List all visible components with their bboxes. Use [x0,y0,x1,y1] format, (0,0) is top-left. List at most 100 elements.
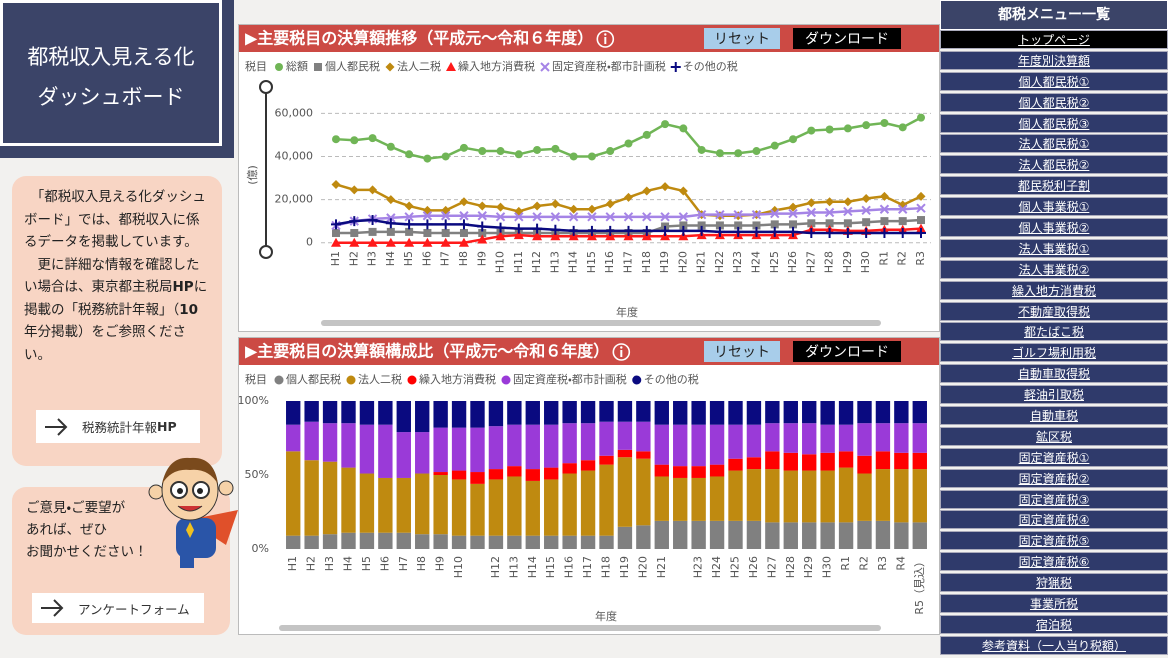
menu-item[interactable]: 都民税利子割 [940,176,1168,196]
bar-segment [470,401,485,428]
bar-segment [470,427,485,473]
point [459,211,469,221]
bar-segment [580,535,596,549]
menu-item[interactable]: 固定資産税⑤ [940,531,1168,551]
menu-item[interactable]: 法人事業税② [940,259,1168,279]
x-tick-label: H29 [841,251,854,273]
slider-handle[interactable] [259,245,273,259]
bar-segment [544,401,559,425]
point [825,219,834,228]
scrollbar[interactable] [279,625,881,631]
point [331,179,341,189]
menu-item[interactable]: 繰入地方消費税 [940,280,1168,300]
download-button[interactable] [793,341,901,362]
x-tick-label: R2 [896,251,909,266]
chart-title: ▶主要税目の決算額推移（平成元～令和６年度） [245,29,593,48]
point [422,237,433,247]
point [477,201,487,211]
x-tick-label: H2 [347,251,360,266]
point [422,211,433,221]
bar-segment [396,432,411,478]
reset-button[interactable] [704,28,780,49]
point [842,227,853,238]
menu-item[interactable]: 事業所税 [940,594,1168,614]
bar-segment [636,525,651,549]
point [879,204,890,214]
y-tick-label: 0% [252,542,269,555]
x-tick-label: H4 [342,556,355,571]
point [879,191,889,201]
menu-item[interactable]: 個人事業税② [940,218,1168,238]
bar-segment [820,401,835,425]
menu-item[interactable]: 個人都民税③ [940,113,1168,133]
menu-item[interactable]: 不動産取得税 [940,301,1168,321]
x-tick-label: R1 [877,251,890,266]
menu-item[interactable]: 宿泊税 [940,614,1168,634]
x-tick-label: H23 [731,251,744,273]
link-button[interactable]: 税務統計年報 HP [36,410,200,443]
menu-item[interactable]: 固定資産税① [940,447,1168,467]
menu-item[interactable]: 鉱区税 [940,426,1168,446]
menu-item[interactable]: 固定資産税⑥ [940,552,1168,572]
x-tick-label: H7 [439,251,452,266]
point [624,139,633,148]
menu-item[interactable]: 自動車税 [940,406,1168,426]
text: 更に詳細な情報を確認したい場合は、東京都主税局 [24,256,200,296]
bar-segment [341,532,356,549]
text: 10 [179,301,199,318]
point [367,215,378,226]
menu-item[interactable]: 法人都民税② [940,155,1168,175]
legend-marker [540,62,550,72]
bar-segment [746,520,762,549]
point [715,221,724,230]
bar-segment [894,423,909,453]
menu-title: 都税メニュー一覧 [940,0,1168,30]
menu-item[interactable]: 法人都民税① [940,134,1168,154]
bar-segment [286,451,301,536]
menu-item[interactable]: 固定資産税④ [940,510,1168,530]
reset-button[interactable] [704,341,780,362]
bar-segment [359,401,375,425]
point [861,205,871,216]
point [605,199,615,209]
point [623,212,634,222]
point [440,237,451,247]
bar-segment [415,401,430,433]
info-icon [620,346,623,349]
bar-segment [396,477,411,533]
menu-item[interactable]: 固定資産税② [940,468,1168,488]
download-button[interactable] [793,28,901,49]
menu-item[interactable]: 法人事業税① [940,238,1168,258]
menu-item[interactable]: 参考資料（一人当り税額） [940,635,1168,655]
bar-segment [838,401,854,425]
point [332,135,340,144]
menu-item[interactable]: トップページ [940,30,1168,49]
menu-item[interactable]: 個人都民税① [940,71,1168,91]
scrollbar[interactable] [321,320,881,326]
x-tick-label: R2 [858,556,871,571]
x-tick-label: H10 [452,556,465,578]
slider-handle[interactable] [259,80,273,94]
menu-item[interactable]: 都たばこ税 [940,322,1168,342]
menu-item[interactable]: ゴルフ場利用税 [940,343,1168,363]
point [422,219,433,230]
bar-segment [673,520,688,549]
menu-item[interactable]: 個人都民税② [940,92,1168,112]
bar-segment [359,473,375,533]
bar-segment [673,401,688,425]
point [368,227,377,236]
point [587,204,597,214]
point [715,149,724,158]
menu-item[interactable]: 固定資産税③ [940,489,1168,509]
x-tick-label: H26 [747,556,760,578]
menu-item[interactable]: 個人事業税① [940,197,1168,217]
bar-segment [470,472,485,484]
menu-item[interactable]: 軽油引取税 [940,385,1168,405]
y-axis-label: (億) [246,165,259,185]
menu-item[interactable]: 年度別決算額 [940,50,1168,70]
description-text: 「都税収入見える化ダッシュボード」では、都税収入に係るデータを掲載しています。 [24,189,206,250]
menu-item[interactable]: 自動車取得税 [940,364,1168,384]
menu-item[interactable]: 狩猟税 [940,573,1168,593]
link-button[interactable]: アンケートフォーム [32,593,204,623]
